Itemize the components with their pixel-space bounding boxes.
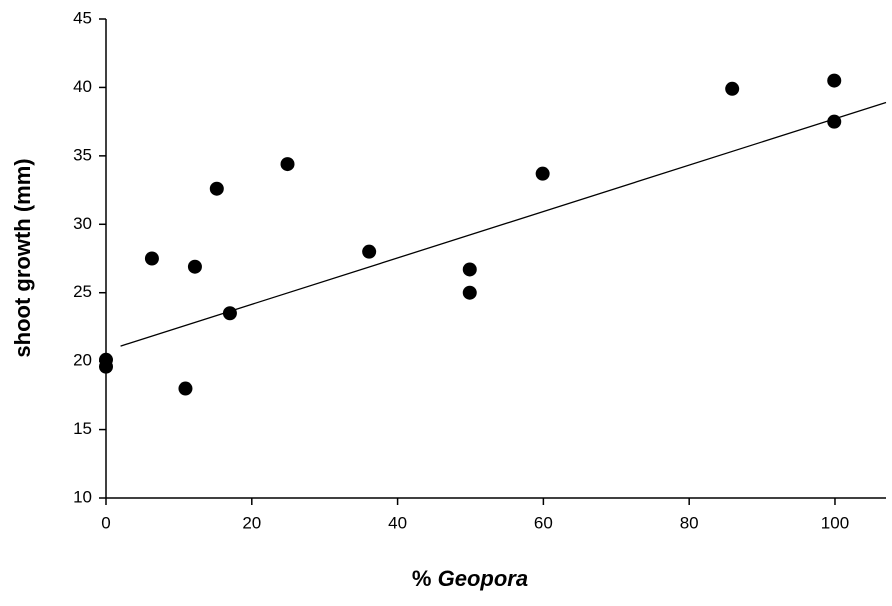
y-axis-title: shoot growth (mm) xyxy=(10,158,35,357)
data-point xyxy=(144,251,159,266)
data-point xyxy=(209,181,224,196)
data-point xyxy=(462,285,477,300)
y-tick-label: 30 xyxy=(73,214,92,233)
y-tick-label: 20 xyxy=(73,351,92,370)
x-axis-title-prefix: % xyxy=(412,566,432,591)
data-point xyxy=(187,259,202,274)
y-tick-label: 45 xyxy=(73,8,92,27)
data-point xyxy=(280,157,295,172)
x-tick-label: 40 xyxy=(388,513,407,532)
data-point xyxy=(827,114,842,129)
y-tick-label: 25 xyxy=(73,282,92,301)
y-tick-label: 40 xyxy=(73,77,92,96)
x-axis-title: % Geopora xyxy=(412,566,528,591)
data-point xyxy=(178,381,193,396)
x-tick-label: 100 xyxy=(821,513,849,532)
data-point xyxy=(462,262,477,277)
x-tick-label: 0 xyxy=(101,513,110,532)
y-tick-label: 35 xyxy=(73,145,92,164)
x-tick-label: 20 xyxy=(242,513,261,532)
data-point xyxy=(725,81,740,96)
y-tick-label: 15 xyxy=(73,419,92,438)
y-tick-label: 10 xyxy=(73,487,92,506)
data-point xyxy=(222,306,237,321)
x-tick-label: 60 xyxy=(534,513,553,532)
data-point xyxy=(362,244,377,259)
data-point xyxy=(99,359,113,374)
trend-line xyxy=(120,101,887,347)
x-axis-title-italic: Geopora xyxy=(438,566,528,591)
x-tick-label: 80 xyxy=(680,513,699,532)
data-point xyxy=(535,166,550,181)
data-point xyxy=(827,73,842,88)
